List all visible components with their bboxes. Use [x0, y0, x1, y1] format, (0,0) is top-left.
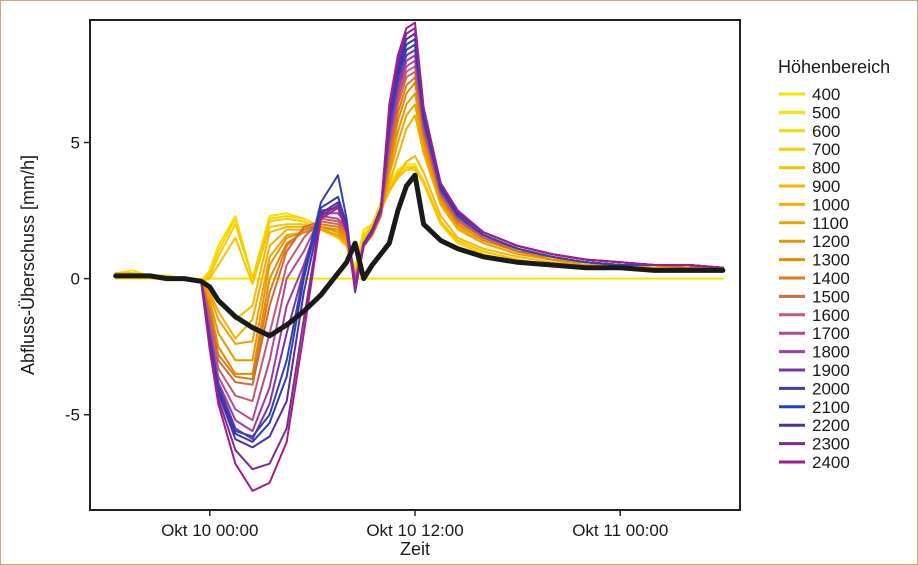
legend-label-1200: 1200	[812, 232, 850, 251]
legend-label-500: 500	[812, 103, 840, 122]
legend-label-1100: 1100	[812, 214, 849, 233]
y-axis-title: Abfluss-Überschuss [mm/h]	[18, 155, 38, 375]
y-tick-label: 5	[71, 134, 80, 153]
series-line-mean	[113, 172, 726, 339]
legend-label-1500: 1500	[812, 287, 850, 306]
legend-title: Höhenbereich	[778, 57, 890, 77]
y-tick-label: 0	[71, 270, 80, 289]
x-tick-label: Okt 11 00:00	[572, 521, 668, 540]
series-lines	[113, 21, 726, 492]
series-line-2400	[114, 21, 724, 492]
legend-label-2300: 2300	[812, 435, 850, 454]
legend-label-900: 900	[812, 177, 840, 196]
legend-label-2100: 2100	[812, 398, 850, 417]
legend-label-1600: 1600	[812, 306, 850, 325]
legend-label-1700: 1700	[812, 324, 850, 343]
legend-label-1800: 1800	[812, 343, 850, 362]
legend-label-800: 800	[812, 159, 840, 178]
legend-label-2400: 2400	[812, 453, 850, 472]
y-axis: 5 0 -5	[65, 134, 90, 425]
legend: 4005006007008009001000110012001300140015…	[779, 85, 850, 472]
legend-label-2000: 2000	[812, 379, 850, 398]
y-tick-label: -5	[65, 406, 80, 425]
legend-label-700: 700	[812, 140, 840, 159]
legend-label-2200: 2200	[812, 416, 850, 435]
legend-label-1400: 1400	[812, 269, 850, 288]
legend-label-1900: 1900	[812, 361, 850, 380]
legend-label-600: 600	[812, 122, 840, 141]
x-axis-title: Zeit	[400, 539, 430, 559]
x-axis: Okt 10 00:00 Okt 10 12:00 Okt 11 00:00	[161, 510, 668, 540]
x-tick-label: Okt 10 00:00	[161, 521, 258, 540]
legend-label-1300: 1300	[812, 251, 850, 270]
legend-label-1000: 1000	[812, 195, 850, 214]
x-tick-label: Okt 10 12:00	[366, 521, 463, 540]
legend-label-400: 400	[812, 85, 840, 104]
